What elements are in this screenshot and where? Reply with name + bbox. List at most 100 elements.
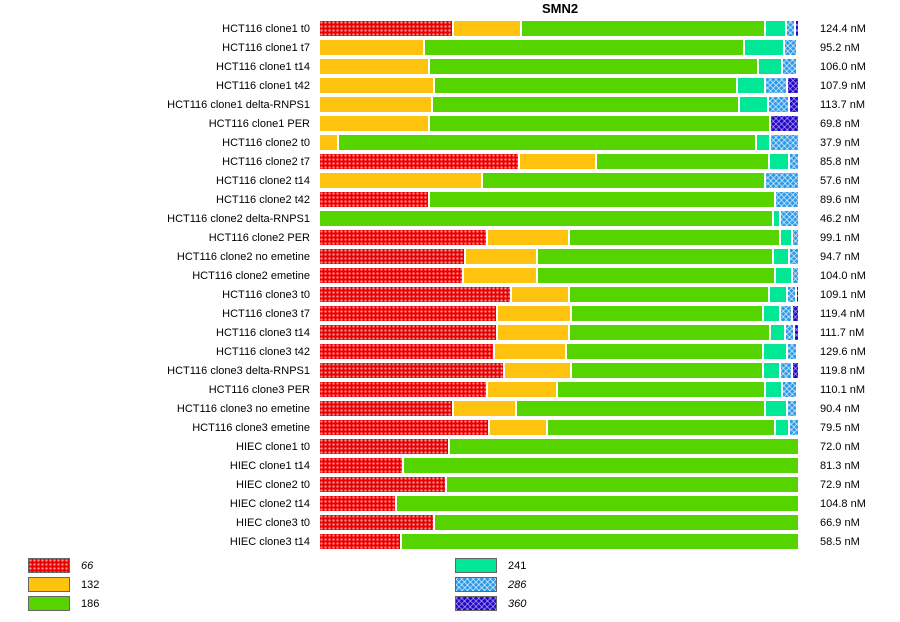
bar-segment-186 bbox=[448, 438, 799, 455]
chart-row: HCT116 clone3 t42 129.6 nM bbox=[0, 342, 900, 361]
bar-segment-360 bbox=[789, 96, 799, 113]
bar-segment-286 bbox=[765, 172, 799, 189]
chart-row: HIEC clone3 t0 66.9 nM bbox=[0, 513, 900, 532]
bar-segment-186 bbox=[403, 457, 799, 474]
bar bbox=[319, 381, 799, 398]
bar-segment-186 bbox=[537, 267, 775, 284]
legend-label: 241 bbox=[508, 559, 527, 572]
chart-row: HCT116 clone3 t7 119.4 nM bbox=[0, 304, 900, 323]
row-value: 46.2 nM bbox=[820, 212, 860, 225]
chart-row: HCT116 clone2 delta-RNPS1 46.2 nM bbox=[0, 209, 900, 228]
row-value: 99.1 nM bbox=[820, 231, 860, 244]
bar-segment-186 bbox=[429, 58, 759, 75]
bar-segment-132 bbox=[519, 153, 596, 170]
chart-row: HIEC clone3 t14 58.5 nM bbox=[0, 532, 900, 551]
bar-segment-66 bbox=[319, 362, 504, 379]
legend-label: 286 bbox=[508, 578, 527, 591]
chart-row: HCT116 clone3 t0 109.1 nM bbox=[0, 285, 900, 304]
bar-segment-132 bbox=[319, 115, 430, 132]
bar-segment-241 bbox=[772, 248, 790, 265]
bar-segment-360 bbox=[796, 381, 799, 398]
bar bbox=[319, 96, 799, 113]
chart-row: HCT116 clone2 PER 99.1 nM bbox=[0, 228, 900, 247]
bar-segment-286 bbox=[788, 153, 799, 170]
row-label: HCT116 clone3 PER bbox=[208, 383, 310, 396]
bar-segment-186 bbox=[570, 362, 763, 379]
bar-segment-241 bbox=[774, 419, 790, 436]
bar-segment-360 bbox=[795, 286, 799, 303]
bar-segment-186 bbox=[434, 514, 799, 531]
legend-swatch-66 bbox=[28, 558, 70, 573]
chart-row: HIEC clone1 t14 81.3 nM bbox=[0, 456, 900, 475]
row-value: 119.8 nM bbox=[820, 364, 866, 377]
chart-row: HCT116 clone1 t42 107.9 nM bbox=[0, 76, 900, 95]
row-value: 129.6 nM bbox=[820, 345, 866, 358]
legend-item: 66 bbox=[28, 556, 99, 575]
legend-item: 286 bbox=[455, 575, 526, 594]
row-label: HCT116 clone3 t0 bbox=[222, 288, 310, 301]
bar-segment-132 bbox=[489, 419, 547, 436]
row-label: HCT116 clone2 t7 bbox=[222, 155, 310, 168]
row-label: HIEC clone3 t14 bbox=[229, 535, 310, 548]
row-label: HCT116 clone1 t0 bbox=[222, 22, 310, 35]
bar-segment-241 bbox=[762, 305, 780, 322]
chart-row: HCT116 clone1 t14 106.0 nM bbox=[0, 57, 900, 76]
bar-segment-286 bbox=[767, 96, 790, 113]
bar-segment-286 bbox=[770, 134, 799, 151]
row-value: 119.4 nM bbox=[820, 307, 866, 320]
bar bbox=[319, 172, 799, 189]
bar-segment-286 bbox=[784, 39, 797, 56]
bar-segment-241 bbox=[768, 153, 789, 170]
row-value: 89.6 nM bbox=[820, 193, 860, 206]
bar-segment-186 bbox=[566, 343, 763, 360]
bar-segment-286 bbox=[786, 400, 797, 417]
bar-segment-132 bbox=[496, 305, 571, 322]
bar-segment-132 bbox=[503, 362, 571, 379]
bar-segment-286 bbox=[791, 267, 799, 284]
bar bbox=[319, 476, 799, 493]
bar-segment-286 bbox=[786, 20, 795, 37]
row-value: 72.9 nM bbox=[820, 478, 860, 491]
chart-row: HCT116 clone1 delta-RNPS1 113.7 nM bbox=[0, 95, 900, 114]
bar-segment-241 bbox=[744, 39, 785, 56]
row-value: 57.6 nM bbox=[820, 174, 860, 187]
bar-segment-66 bbox=[319, 324, 497, 341]
row-value: 107.9 nM bbox=[820, 79, 866, 92]
bar-segment-286 bbox=[779, 362, 792, 379]
row-label: HCT116 clone2 no emetine bbox=[176, 250, 310, 263]
bar-segment-66 bbox=[319, 514, 435, 531]
row-label: HCT116 clone3 t42 bbox=[216, 345, 310, 358]
row-value: 95.2 nM bbox=[820, 41, 860, 54]
bar-segment-186 bbox=[424, 39, 745, 56]
legend-item: 132 bbox=[28, 575, 99, 594]
bar-segment-132 bbox=[319, 58, 430, 75]
bar-segment-66 bbox=[319, 381, 487, 398]
bar-segment-132 bbox=[319, 77, 435, 94]
bar-segment-241 bbox=[738, 96, 768, 113]
bar-segment-186 bbox=[570, 305, 763, 322]
bar-segment-186 bbox=[429, 191, 775, 208]
row-label: HCT116 clone2 t0 bbox=[222, 136, 310, 149]
row-value: 113.7 nM bbox=[820, 98, 866, 111]
bar-segment-360 bbox=[796, 343, 799, 360]
bar-segment-186 bbox=[395, 495, 799, 512]
legend-swatch-360 bbox=[455, 596, 497, 611]
bar-segment-286 bbox=[765, 77, 787, 94]
bar-segment-286 bbox=[779, 210, 799, 227]
bar-segment-360 bbox=[791, 305, 799, 322]
chart-row: HCT116 clone3 emetine 79.5 nM bbox=[0, 418, 900, 437]
bar-segment-286 bbox=[789, 248, 799, 265]
legend-label: 360 bbox=[508, 597, 527, 610]
bar-segment-66 bbox=[319, 476, 447, 493]
bar-segment-132 bbox=[487, 229, 569, 246]
row-value: 110.1 nM bbox=[820, 383, 866, 396]
chart-row: HCT116 clone2 t0 37.9 nM bbox=[0, 133, 900, 152]
bar-segment-66 bbox=[319, 20, 454, 37]
bar-segment-186 bbox=[568, 286, 769, 303]
row-value: 104.0 nM bbox=[820, 269, 866, 282]
chart-row: HCT116 clone3 PER 110.1 nM bbox=[0, 380, 900, 399]
chart-row: HIEC clone1 t0 72.0 nM bbox=[0, 437, 900, 456]
bar-segment-132 bbox=[319, 96, 432, 113]
bar-segment-66 bbox=[319, 286, 511, 303]
bar-segment-186 bbox=[568, 229, 780, 246]
